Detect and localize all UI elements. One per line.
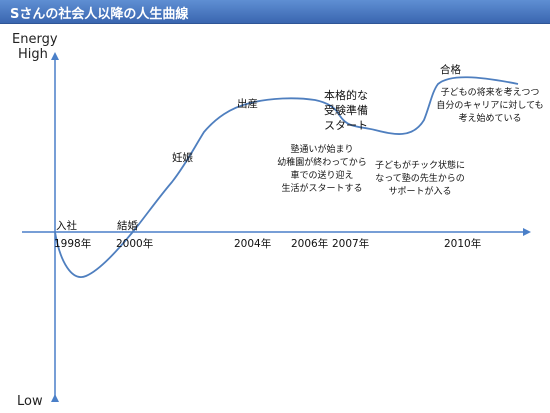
event-nyusha: 入社 [56, 220, 77, 232]
annotation-juken: 本格的な 受験準備 スタート [324, 89, 368, 132]
y-axis-label-energy: Energy [12, 32, 58, 47]
year-label: 1998年 [54, 238, 92, 250]
event-ninshin: 妊娠 [172, 152, 193, 164]
life-curve [54, 76, 519, 278]
event-shussan: 出産 [237, 98, 258, 110]
event-goukaku: 合格 [440, 64, 461, 76]
title-bar: Sさんの社会人以降の人生曲線 [0, 0, 550, 24]
annotation-future: 子どもの将来を考えつつ 自分のキャリアに対しても 考え始めている [436, 88, 544, 124]
y-axis-label-low: Low [17, 394, 43, 409]
event-kekkon: 結婚 [117, 220, 138, 232]
year-label: 2006年 [291, 238, 329, 250]
annotation-juku: 塾通いが始まり 幼稚園が終わってから 車での送り迎え 生活がスタートする [277, 145, 367, 194]
annotation-check: 子どもがチック状態に なって塾の先生からの サポートが入る [374, 161, 465, 197]
year-label: 2000年 [116, 238, 154, 250]
slide-title: Sさんの社会人以降の人生曲線 [10, 7, 189, 22]
year-label: 2010年 [444, 238, 482, 250]
y-axis-label-high: High [18, 47, 48, 62]
year-label: 2004年 [234, 238, 272, 250]
year-label: 2007年 [332, 238, 370, 250]
